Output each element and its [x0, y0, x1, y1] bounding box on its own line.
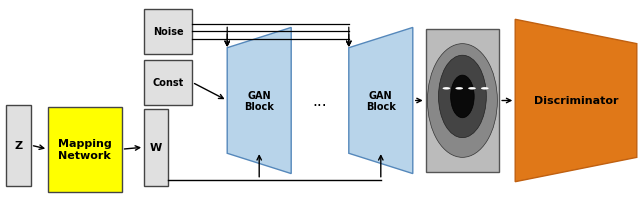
FancyBboxPatch shape	[144, 61, 192, 105]
Ellipse shape	[428, 44, 497, 158]
Circle shape	[468, 88, 476, 90]
Text: GAN
Block: GAN Block	[244, 90, 274, 112]
Text: Z: Z	[15, 140, 22, 150]
Text: Discriminator: Discriminator	[534, 96, 618, 106]
Ellipse shape	[438, 56, 486, 138]
Text: GAN
Block: GAN Block	[366, 90, 396, 112]
Text: Mapping
Network: Mapping Network	[58, 139, 111, 160]
FancyBboxPatch shape	[48, 107, 122, 192]
Text: W: W	[150, 142, 163, 153]
Text: Noise: Noise	[153, 27, 183, 37]
Circle shape	[481, 88, 489, 90]
Ellipse shape	[451, 76, 474, 118]
Circle shape	[443, 88, 451, 90]
FancyBboxPatch shape	[6, 105, 31, 186]
FancyBboxPatch shape	[144, 109, 168, 186]
Text: Const: Const	[152, 78, 184, 88]
FancyBboxPatch shape	[144, 10, 192, 55]
Circle shape	[456, 88, 463, 90]
FancyBboxPatch shape	[426, 30, 499, 172]
Text: ...: ...	[313, 94, 327, 108]
Polygon shape	[227, 28, 291, 174]
Polygon shape	[515, 20, 637, 182]
Polygon shape	[349, 28, 413, 174]
